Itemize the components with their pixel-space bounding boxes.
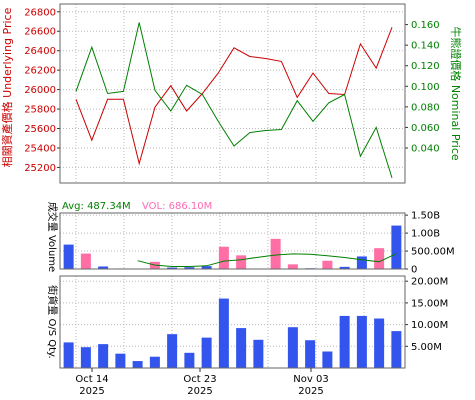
volume-bar bbox=[356, 256, 367, 269]
os-qty-bar bbox=[80, 347, 91, 368]
x-tick-year-label: 2025 bbox=[187, 386, 212, 397]
os-qty-panel-frame bbox=[59, 275, 406, 369]
left-tick-label: 25200 bbox=[24, 163, 56, 174]
os-qty-panel: 5.00M 10.00M 15.00M 20.00M 街貨量 O/S Qty. bbox=[46, 275, 448, 369]
left-axis-title: 相關資產價格 Underlying Price bbox=[0, 7, 14, 167]
os-qty-bar bbox=[339, 315, 350, 368]
os-qty-bar bbox=[322, 351, 333, 368]
left-tick-label: 26600 bbox=[24, 27, 56, 38]
left-tick-label: 26400 bbox=[24, 46, 56, 57]
right-tick-label: 0.120 bbox=[411, 61, 440, 72]
volume-bar bbox=[80, 253, 91, 269]
os-qty-tick-label: 5.00M bbox=[411, 342, 442, 353]
left-tick-label: 25800 bbox=[24, 105, 56, 116]
os-qty-tick-label: 10.00M bbox=[411, 320, 448, 331]
volume-bar bbox=[167, 267, 178, 269]
os-qty-bar bbox=[132, 361, 143, 368]
underlying-price-line bbox=[75, 27, 393, 166]
volume-avg-legend: Avg: 487.34M bbox=[62, 201, 131, 212]
os-qty-bar bbox=[167, 334, 178, 368]
right-axis-title: 牛熊證價格 Nominal Price bbox=[449, 26, 463, 161]
x-tick-date-label: Oct 23 bbox=[183, 374, 216, 385]
price-panel: 25200 25400 25600 25800 26000 26200 26400 26600… bbox=[0, 3, 463, 184]
left-tick-label: 25600 bbox=[24, 124, 56, 135]
os-qty-bar bbox=[63, 342, 74, 368]
price-panel-background bbox=[60, 4, 405, 183]
volume-bar bbox=[322, 260, 333, 269]
os-qty-tick-label: 15.00M bbox=[411, 298, 448, 309]
left-tick-label: 26200 bbox=[24, 66, 56, 77]
os-qty-bar bbox=[115, 353, 126, 368]
os-qty-bar bbox=[218, 298, 229, 368]
os-qty-bar bbox=[149, 356, 160, 368]
right-tick-label: 0.080 bbox=[411, 102, 440, 113]
right-tick-label: 0.100 bbox=[411, 82, 440, 93]
volume-vol-legend: VOL: 686.10M bbox=[142, 201, 212, 212]
os-qty-bar bbox=[287, 327, 298, 368]
volume-bar bbox=[339, 266, 350, 269]
volume-bar bbox=[236, 255, 247, 269]
os-qty-panel-background bbox=[60, 276, 405, 368]
os-qty-tick-label: 20.00M bbox=[411, 277, 448, 288]
volume-panel: 0 500.00M 1.00B 1.50B Avg: 487.34M VOL: 686.1… bbox=[46, 201, 455, 276]
volume-bar bbox=[98, 266, 109, 269]
os-qty-axis-title: 街貨量 O/S Qty. bbox=[46, 285, 59, 358]
volume-bar bbox=[287, 264, 298, 269]
volume-bar bbox=[63, 244, 74, 269]
nominal-price-line bbox=[75, 22, 393, 179]
os-qty-bar bbox=[184, 352, 195, 368]
volume-bar bbox=[218, 246, 229, 269]
os-qty-bar bbox=[98, 344, 109, 368]
volume-tick-label: 1.00B bbox=[411, 229, 440, 240]
volume-panel-background bbox=[60, 213, 405, 269]
os-qty-bar bbox=[253, 339, 264, 368]
os-qty-bar bbox=[374, 318, 385, 368]
x-tick-year-label: 2025 bbox=[79, 386, 104, 397]
os-qty-bar bbox=[391, 331, 402, 368]
os-qty-bar bbox=[305, 340, 316, 368]
os-qty-bar bbox=[356, 315, 367, 368]
volume-bar bbox=[184, 267, 195, 269]
volume-tick-label: 500.00M bbox=[411, 247, 455, 258]
right-tick-label: 0.140 bbox=[411, 41, 440, 52]
right-tick-label: 0.060 bbox=[411, 123, 440, 134]
volume-tick-label: 1.50B bbox=[411, 211, 440, 222]
x-tick-date-label: Oct 14 bbox=[75, 374, 108, 385]
x-tick-year-label: 2025 bbox=[298, 386, 323, 397]
left-tick-label: 26000 bbox=[24, 85, 56, 96]
volume-tick-label: 0 bbox=[411, 265, 417, 276]
os-qty-bar bbox=[201, 337, 212, 368]
price-panel-frame bbox=[59, 3, 406, 184]
volume-bar bbox=[391, 225, 402, 269]
volume-bar bbox=[201, 266, 212, 269]
left-tick-label: 25400 bbox=[24, 143, 56, 154]
right-tick-label: 0.040 bbox=[411, 144, 440, 155]
volume-average-line bbox=[137, 253, 397, 267]
volume-bar bbox=[374, 248, 385, 269]
volume-axis-title: 成交量 Volume bbox=[46, 202, 59, 272]
volume-panel-frame bbox=[59, 212, 406, 270]
x-tick-date-label: Nov 03 bbox=[293, 374, 328, 385]
os-qty-bar bbox=[236, 328, 247, 368]
right-tick-label: 0.160 bbox=[411, 20, 440, 31]
left-tick-label: 26800 bbox=[24, 7, 56, 18]
volume-bar bbox=[270, 238, 281, 269]
